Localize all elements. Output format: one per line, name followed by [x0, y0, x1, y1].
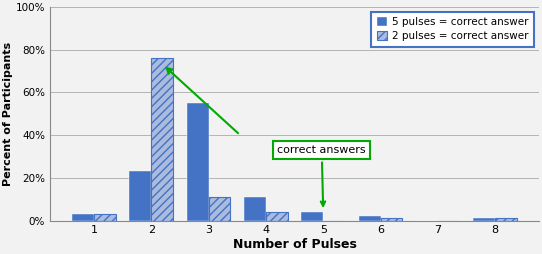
Bar [266, 212, 288, 220]
Bar [301, 212, 323, 220]
Bar [187, 103, 209, 220]
Bar [151, 58, 173, 220]
Legend: 5 pulses = correct answer, 2 pulses = correct answer: 5 pulses = correct answer, 2 pulses = co… [371, 12, 534, 46]
Text: correct answers: correct answers [278, 145, 366, 206]
Bar [473, 218, 495, 220]
Bar [359, 216, 380, 220]
Bar [244, 197, 266, 220]
Bar [495, 218, 517, 220]
Bar [72, 214, 94, 220]
Bar [209, 197, 230, 220]
X-axis label: Number of Pulses: Number of Pulses [233, 238, 357, 251]
Bar [94, 214, 116, 220]
Bar [130, 171, 151, 220]
Y-axis label: Percent of Participants: Percent of Participants [3, 42, 13, 186]
Bar [380, 218, 402, 220]
